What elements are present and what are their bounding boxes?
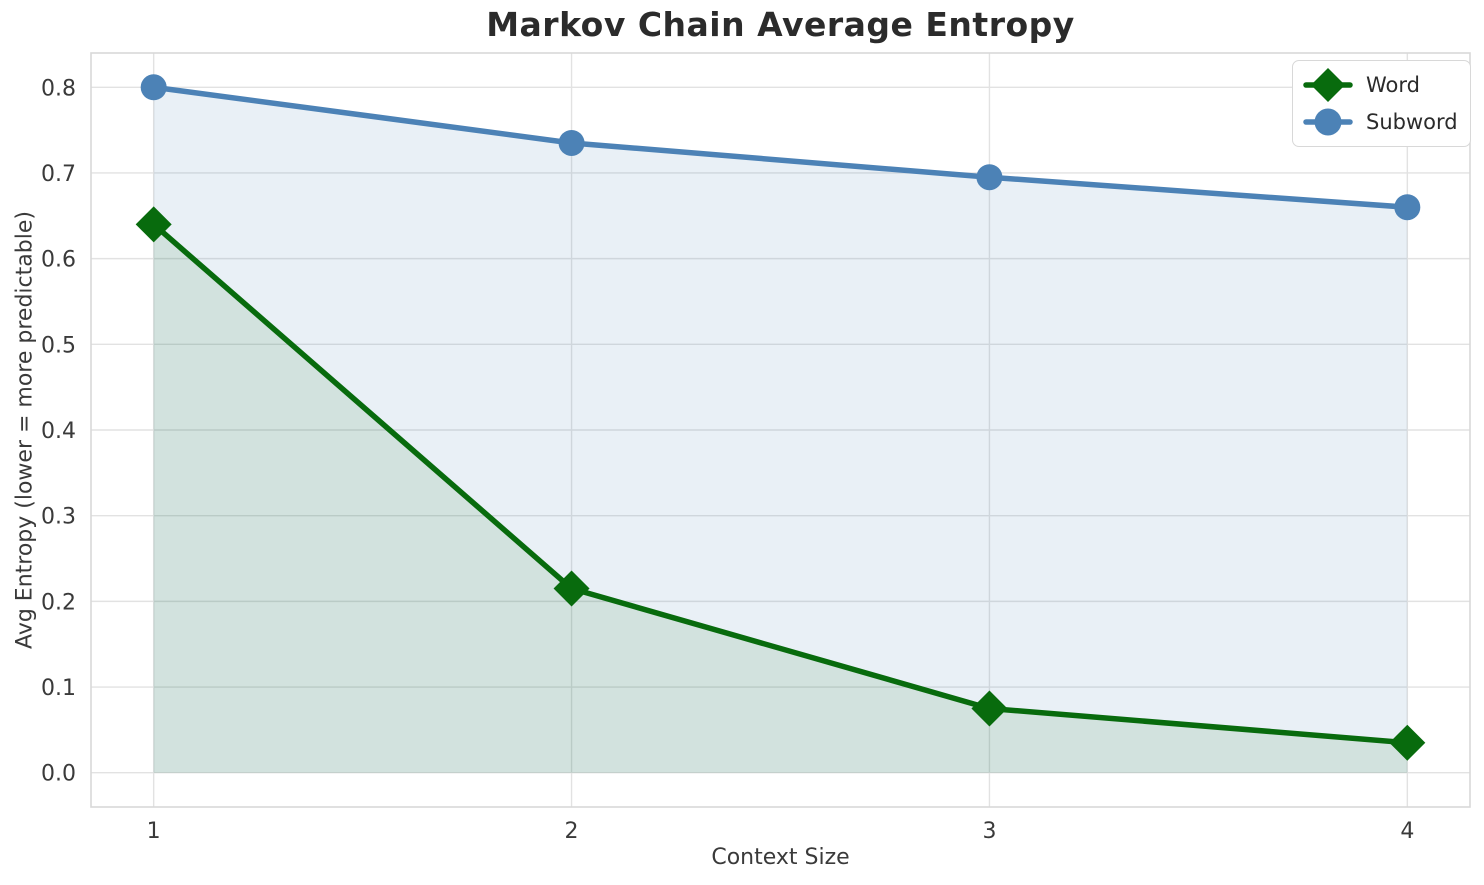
- y-tick-label: 0.3: [41, 505, 76, 530]
- legend-item-subword: Subword: [1302, 104, 1458, 140]
- subword-data-point: [1394, 194, 1421, 221]
- subword-series-marker-icon: [1303, 108, 1353, 136]
- y-axis-label: Avg Entropy (lower = more predictable): [12, 211, 38, 649]
- y-tick-label: 0.4: [41, 419, 76, 444]
- subword-area-fill: [153, 87, 1408, 773]
- chart-title: Markov Chain Average Entropy: [486, 5, 1075, 44]
- y-tick-label: 0.7: [41, 162, 76, 187]
- legend-item-word: Word: [1302, 67, 1458, 103]
- y-tick-label: 0.1: [41, 676, 76, 701]
- x-tick-label: 4: [1400, 819, 1414, 844]
- y-tick-label: 0.2: [41, 590, 76, 615]
- word-series-marker-icon: [1303, 68, 1353, 102]
- plot-border: [90, 52, 1471, 808]
- subword-data-point: [558, 129, 585, 156]
- x-tick-label: 1: [147, 819, 161, 844]
- legend-label-word: Word: [1366, 73, 1420, 97]
- y-tick-label: 0.0: [41, 762, 76, 787]
- word-line: [150, 221, 1411, 746]
- legend: Word Subword: [1292, 60, 1471, 147]
- x-tick-label: 3: [982, 819, 996, 844]
- x-tick-label: 2: [565, 819, 579, 844]
- word-data-point: [971, 690, 1008, 727]
- word-area-fill: [153, 224, 1408, 773]
- x-axis-label: Context Size: [711, 845, 850, 870]
- subword-line: [150, 84, 1411, 210]
- subword-data-point: [140, 74, 167, 101]
- word-data-point: [1389, 724, 1426, 761]
- subword-data-point: [976, 164, 1003, 191]
- y-tick-label: 0.8: [41, 76, 76, 101]
- y-tick-label: 0.5: [41, 333, 76, 358]
- y-tick-label: 0.6: [41, 248, 76, 273]
- word-data-point: [135, 206, 172, 243]
- legend-label-subword: Subword: [1366, 110, 1458, 134]
- word-data-point: [553, 570, 590, 607]
